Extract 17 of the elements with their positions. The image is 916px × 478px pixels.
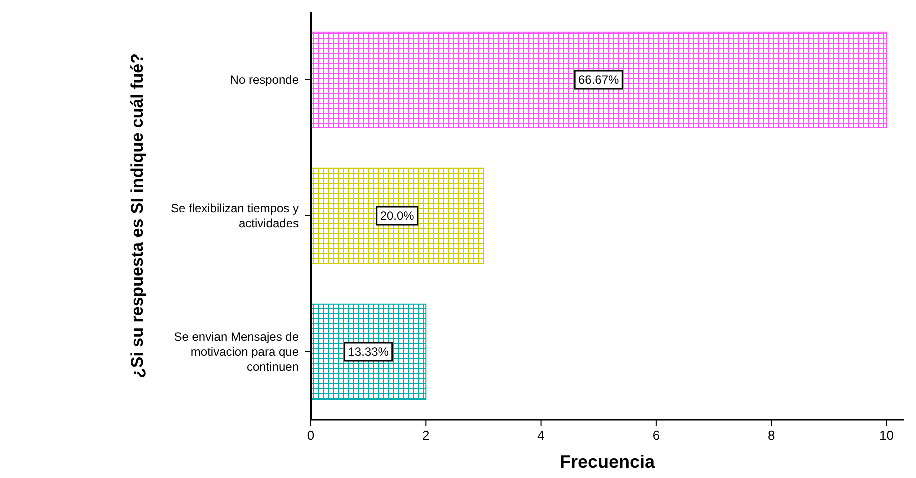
y-tick-label: Se envian Mensajes de motivacion para que continuen (174, 330, 300, 374)
y-axis-title: ¿Si su respuesta es SI indique cuál fué? (128, 54, 147, 378)
x-tick-label: 4 (538, 428, 545, 443)
y-tick-label: Se flexibilizan tiempos y actividades (170, 202, 299, 230)
bar (310, 304, 427, 400)
x-tick-label: 0 (307, 428, 315, 443)
annotation: 13.33% (348, 345, 390, 359)
y-tick-label: No responde (230, 73, 300, 87)
bar (310, 168, 484, 264)
annotation: 20.0% (380, 209, 415, 223)
x-axis-title: Frecuencia (560, 452, 656, 472)
annotation: 66.67% (578, 73, 620, 87)
x-tick-label: 2 (422, 428, 430, 443)
bar (310, 32, 888, 128)
x-tick-label: 6 (652, 428, 660, 443)
x-tick-label: 8 (768, 428, 776, 443)
x-tick-label: 10 (879, 428, 894, 443)
